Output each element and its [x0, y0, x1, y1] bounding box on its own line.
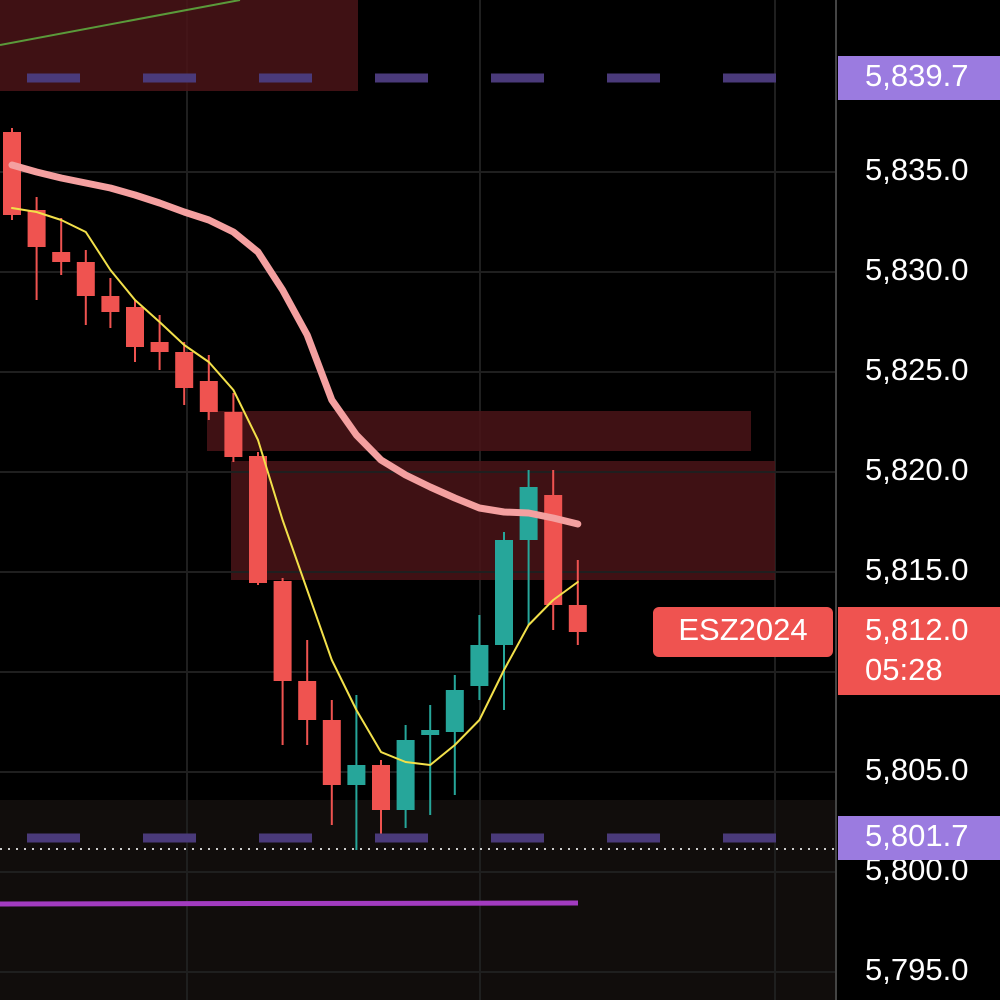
candle-body — [322, 720, 341, 785]
candle-body — [421, 730, 440, 735]
candle-body — [150, 342, 169, 352]
lower-zone — [0, 800, 835, 1000]
level-label-box — [838, 816, 1000, 860]
candle-body — [445, 690, 464, 732]
candle-body — [273, 581, 292, 681]
candle-body — [27, 210, 46, 247]
y-tick-label: 5,825.0 — [865, 352, 968, 387]
candle-body — [544, 495, 563, 605]
candle-body — [495, 540, 513, 645]
candle-body — [199, 381, 218, 412]
candle-body — [249, 456, 267, 583]
moving-average — [8, 161, 582, 528]
y-tick-label: 5,805.0 — [865, 752, 968, 787]
zone — [207, 411, 751, 451]
y-tick-label: 5,820.0 — [865, 452, 968, 487]
candle-body — [568, 605, 587, 632]
last-price-box — [838, 607, 1000, 695]
candle-body — [175, 352, 194, 388]
y-tick-label: 5,830.0 — [865, 252, 968, 287]
symbol-box — [653, 607, 833, 657]
level-label: 5,801.7 — [865, 818, 968, 853]
trend-line — [0, 0, 241, 46]
candle-body — [298, 681, 317, 720]
purple-line — [0, 900, 579, 907]
level-label: 5,839.7 — [865, 58, 968, 93]
candle-body — [372, 765, 390, 810]
candle-body — [470, 645, 489, 686]
candle-body — [396, 740, 415, 810]
symbol-label: ESZ2024 — [678, 612, 807, 647]
candle-body — [101, 296, 120, 312]
y-tick-label: 5,835.0 — [865, 152, 968, 187]
y-tick-label: 5,815.0 — [865, 552, 968, 587]
last-price-label: 5,812.0 — [865, 612, 968, 647]
candle-body — [3, 132, 21, 215]
candle-body — [76, 262, 95, 296]
candle-body — [224, 412, 243, 457]
moving-average — [11, 207, 579, 766]
level-label-box — [838, 56, 1000, 100]
candle-body — [126, 307, 144, 347]
candle-body — [52, 252, 71, 262]
countdown-label: 05:28 — [865, 652, 943, 687]
candle-body — [347, 765, 366, 785]
y-tick-label: 5,795.0 — [865, 952, 968, 987]
